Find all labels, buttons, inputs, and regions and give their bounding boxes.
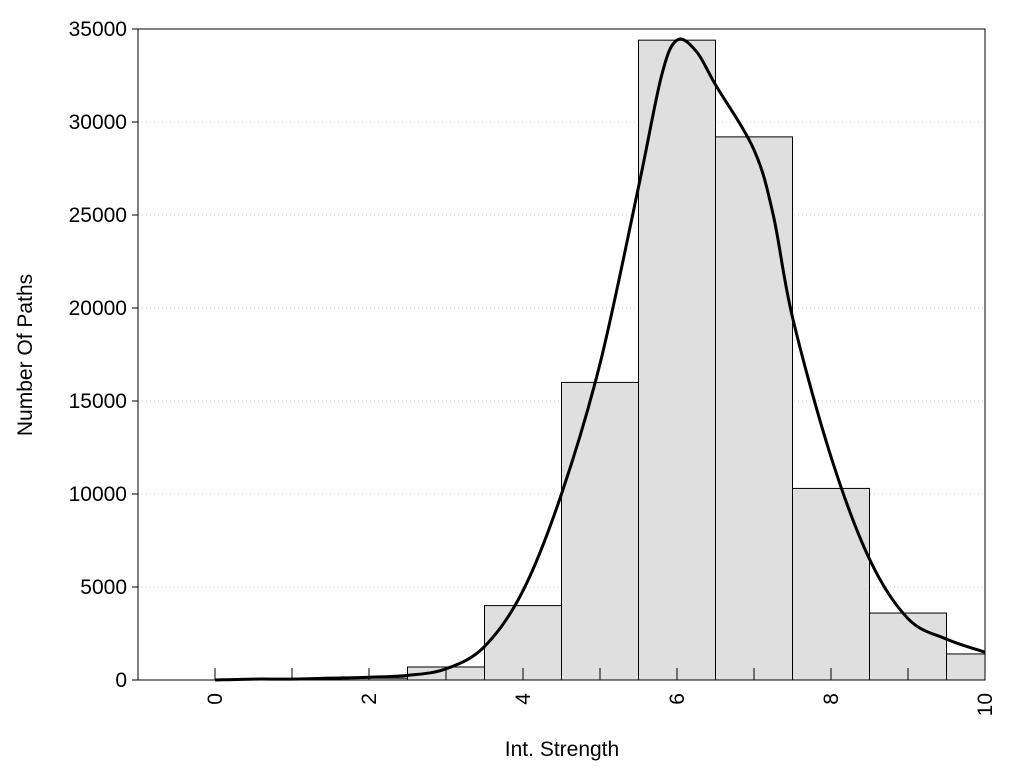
y-axis-title: Number Of Paths	[14, 274, 37, 436]
y-tick-label: 15000	[69, 390, 127, 413]
histogram-bar	[561, 381, 639, 681]
x-tick-label: 10	[974, 693, 997, 716]
y-tick-label: 25000	[69, 204, 127, 227]
y-tick-label: 35000	[69, 18, 127, 41]
y-tick-label: 5000	[80, 576, 127, 599]
x-axis-title: Int. Strength	[505, 738, 619, 761]
x-tick-label: 6	[666, 693, 689, 705]
y-tick-label: 10000	[69, 483, 127, 506]
y-tick-label: 20000	[69, 297, 127, 320]
plot-frame	[137, 28, 986, 681]
bar-layer	[330, 39, 986, 681]
y-tick-label: 0	[115, 669, 127, 692]
x-tick-label: 2	[358, 693, 381, 705]
y-tick-label: 30000	[69, 111, 127, 134]
histogram-bar	[715, 136, 793, 681]
x-tick-label: 0	[204, 693, 227, 705]
histogram-bar	[792, 487, 870, 681]
x-tick-label: 8	[820, 693, 843, 705]
curve-layer	[214, 37, 986, 682]
tick-layer: 0 5000 10000 15000 20000 25000 30000 35000 0 2 4 6 8…	[69, 18, 997, 716]
x-tick-label: 4	[512, 693, 535, 705]
density-curve	[214, 37, 986, 682]
histogram-bar	[946, 653, 986, 681]
histogram-bar	[484, 605, 562, 681]
